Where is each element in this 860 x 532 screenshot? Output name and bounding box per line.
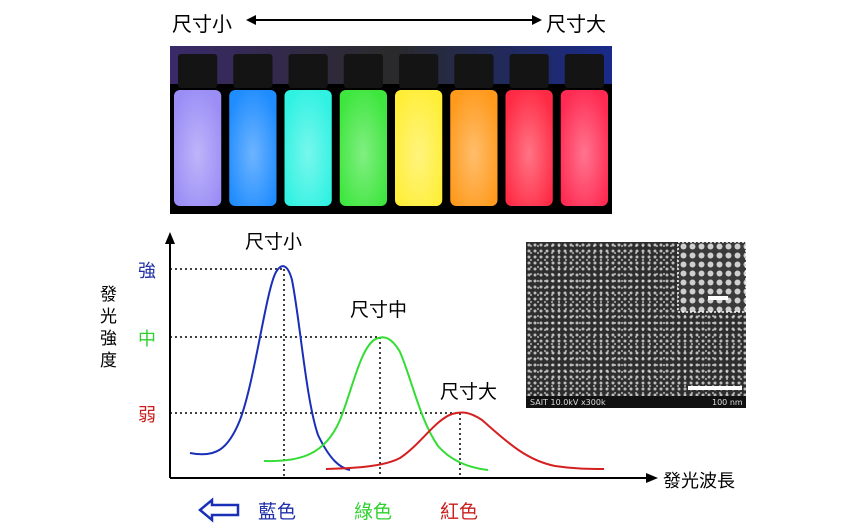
- level-label-weak: 弱: [138, 405, 156, 426]
- vial: [395, 54, 443, 206]
- vial-glow: [174, 90, 222, 206]
- green-emission-curve: [263, 336, 489, 471]
- sem-micrograph: SAIT 10.0kV x300k 100 nm: [526, 242, 746, 408]
- level-label-medium: 中: [138, 329, 156, 350]
- x-axis-label: 發光波長: [663, 471, 735, 492]
- color-label-red: 紅色: [440, 501, 478, 523]
- size-large-label: 尺寸大: [546, 12, 606, 36]
- vial-glow: [450, 90, 498, 206]
- vial: [284, 54, 332, 206]
- quantum-dot-vials-photo: [170, 46, 612, 214]
- peak-label-medium: 尺寸中: [350, 299, 407, 321]
- vial: [229, 54, 277, 206]
- vial-cap: [288, 54, 328, 88]
- vial: [174, 54, 222, 206]
- vial-glow: [339, 90, 387, 206]
- peak-label-large: 尺寸大: [440, 381, 497, 403]
- sem-caption-left: SAIT 10.0kV x300k: [530, 398, 606, 407]
- vial-cap: [564, 54, 604, 88]
- red-emission-curve: [325, 411, 605, 470]
- peak-label-small: 尺寸小: [245, 231, 302, 253]
- color-label-green: 綠色: [354, 501, 392, 523]
- left-arrow-icon: [198, 497, 240, 523]
- vial: [450, 54, 498, 206]
- size-small-label: 尺寸小: [172, 12, 232, 36]
- vial-cap: [509, 54, 549, 88]
- y-axis-label: 發光強度: [100, 285, 117, 371]
- vial-glow: [395, 90, 443, 206]
- vial-cap: [454, 54, 494, 88]
- size-scale-arrow: [246, 15, 542, 25]
- vial-glow: [560, 90, 608, 206]
- vial: [339, 54, 387, 206]
- vial-glow: [284, 90, 332, 206]
- level-label-strong: 強: [138, 261, 156, 282]
- vial: [560, 54, 608, 206]
- vial-glow: [505, 90, 553, 206]
- vial: [505, 54, 553, 206]
- blue-emission-curve: [189, 265, 351, 471]
- color-label-blue: 藍色: [258, 501, 296, 523]
- vial-cap: [343, 54, 383, 88]
- vial-cap: [178, 54, 218, 88]
- peak-guide-lines: [170, 268, 461, 478]
- vial-glow: [229, 90, 277, 206]
- vial-cap: [399, 54, 439, 88]
- graph-axes: [165, 232, 658, 483]
- sem-caption-right: 100 nm: [712, 398, 743, 407]
- vial-cap: [233, 54, 273, 88]
